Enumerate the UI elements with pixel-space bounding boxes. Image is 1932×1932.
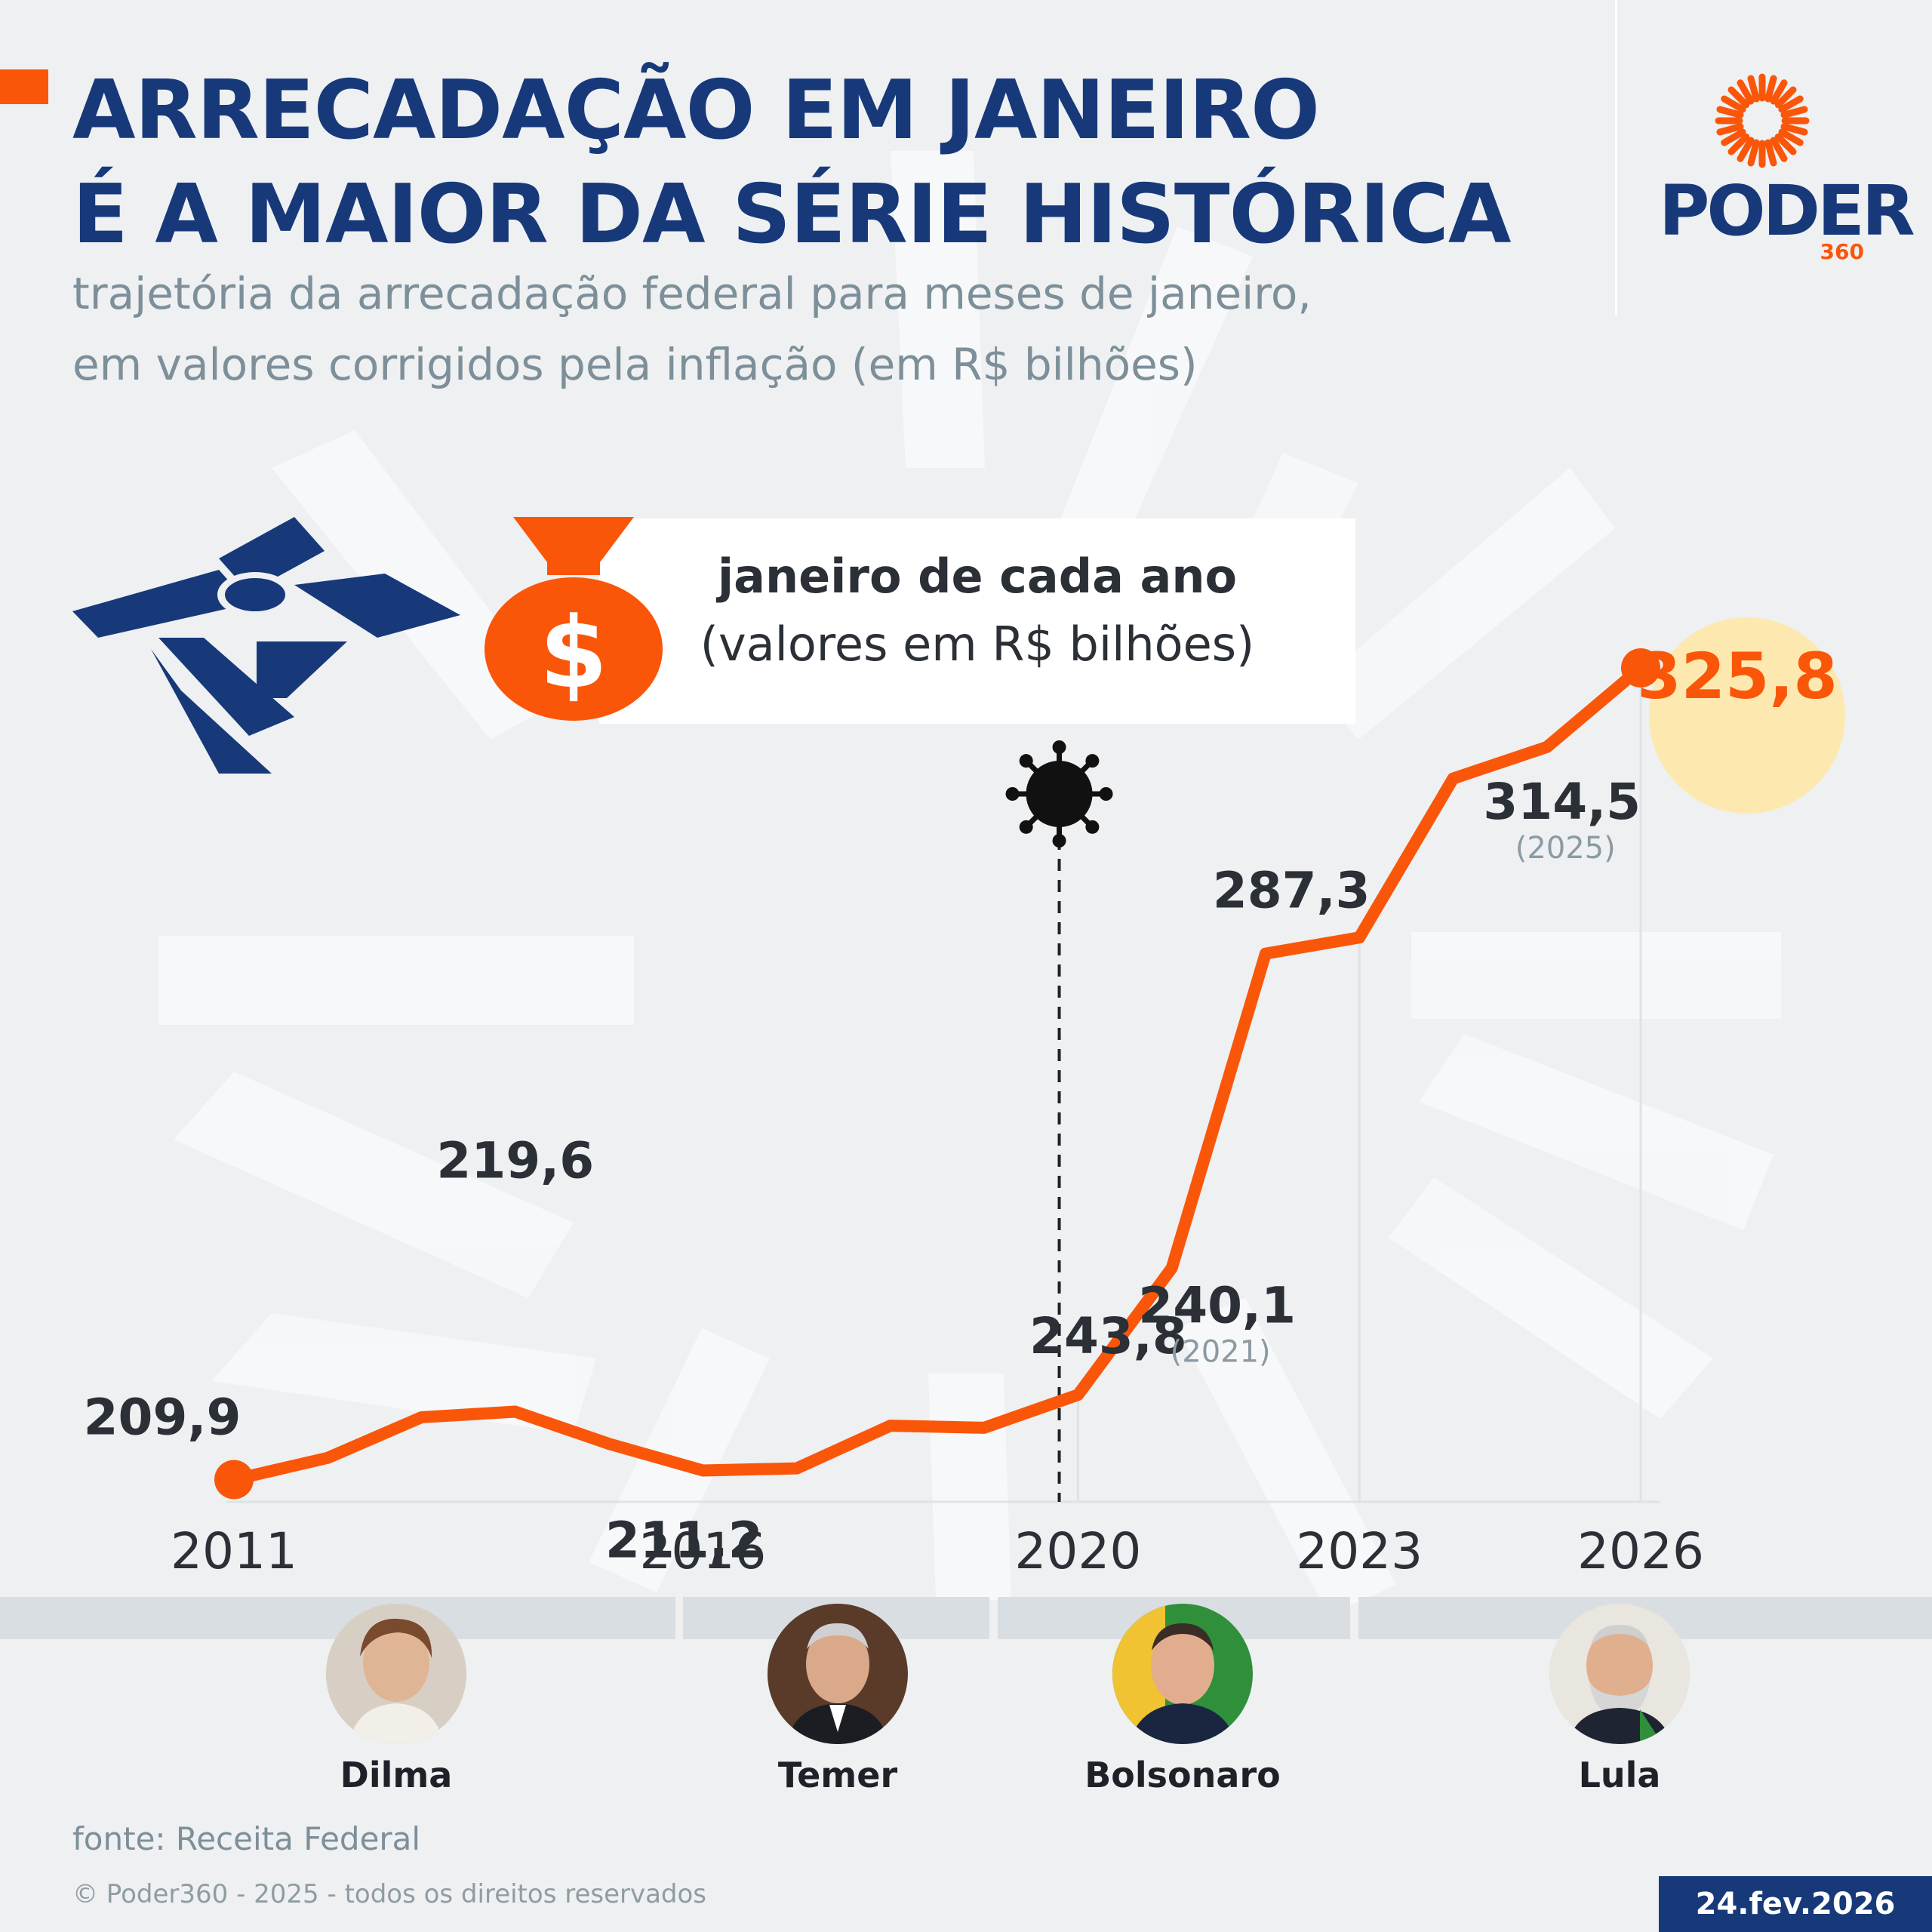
svg-text:$: $ — [540, 595, 608, 710]
virus-spike-tip — [1005, 787, 1020, 801]
x-tick-label: 2026 — [1577, 1522, 1704, 1580]
data-label: 211,2 — [605, 1511, 763, 1569]
president-dilma: Dilma — [298, 1604, 494, 1795]
logo-ray — [1780, 123, 1808, 136]
logo-ray — [1747, 75, 1760, 103]
logo-ray — [1780, 106, 1808, 118]
avatar — [1549, 1604, 1690, 1744]
president-temer: Temer — [740, 1604, 936, 1795]
series-line — [228, 661, 1647, 1486]
president-name: Dilma — [340, 1755, 453, 1795]
data-point — [1621, 648, 1660, 688]
logo-ray — [1764, 75, 1777, 103]
virus-spike-tip — [1019, 820, 1033, 834]
data-label: 243,8 — [1029, 1307, 1187, 1365]
poder360-logo: PODER 360 — [1653, 72, 1915, 268]
avatar — [768, 1604, 908, 1744]
logo-ray — [1716, 106, 1744, 118]
logo-ray — [1727, 86, 1750, 109]
sunburst-logo-icon — [1715, 73, 1810, 168]
logo-ray — [1764, 139, 1777, 167]
avatar — [1112, 1604, 1253, 1744]
president-name: Lula — [1578, 1755, 1661, 1795]
date-badge: 24.fev.2026 — [1659, 1876, 1932, 1932]
logo-number: 360 — [1820, 239, 1864, 264]
data-label: 325,8 — [1637, 639, 1838, 713]
x-tick-label: 2011 — [171, 1522, 297, 1580]
president-bolsonaro: Bolsonaro — [1084, 1604, 1281, 1795]
logo-ray — [1716, 123, 1744, 136]
legend-units: (valores em R$ bilhões) — [700, 617, 1255, 672]
logo-ray — [1721, 95, 1746, 113]
logo-ray — [1770, 79, 1788, 105]
subtitle-line-2: em valores corrigidos pela inflação (em … — [72, 339, 1198, 390]
subtitle-line-1: trajetória da arrecadação federal para m… — [72, 268, 1312, 319]
virus-spike-tip — [1019, 754, 1033, 768]
header-divider — [1615, 0, 1617, 315]
virus-spike-tip — [1052, 740, 1066, 754]
logo-ray — [1774, 86, 1797, 109]
data-label: 209,9 — [84, 1389, 242, 1447]
avatar — [326, 1604, 466, 1744]
title-line-2: É A MAIOR DA SÉRIE HISTÓRICA — [72, 168, 1512, 262]
legend-box: janeiro de cada ano (valores em R$ bilhõ… — [599, 518, 1355, 724]
chart-subtitle: trajetória da arrecadação federal para m… — [72, 258, 1312, 400]
data-label: 240,1 — [1138, 1276, 1296, 1334]
data-label: 219,6 — [436, 1132, 594, 1190]
money-bag-icon: $ — [485, 517, 663, 721]
virus-spike-tip — [1085, 754, 1100, 768]
logo-ray — [1778, 95, 1804, 113]
president-name: Bolsonaro — [1084, 1755, 1281, 1795]
logo-ray — [1778, 128, 1804, 146]
logo-ray — [1727, 133, 1750, 155]
source-note: fonte: Receita Federal — [72, 1820, 421, 1857]
x-tick-label: 2020 — [1014, 1522, 1141, 1580]
virus-spike-tip — [1099, 787, 1113, 801]
logo-ray — [1770, 137, 1788, 162]
logo-wordmark: PODER — [1659, 171, 1915, 251]
data-label-note: (2025) — [1515, 831, 1616, 866]
virus-spike-tip — [1085, 820, 1100, 834]
data-label: 314,5 — [1483, 773, 1641, 831]
president-lula: Lula — [1521, 1604, 1718, 1795]
logo-ray — [1737, 79, 1755, 105]
title-line-1: ARRECADAÇÃO EM JANEIRO — [72, 63, 1320, 158]
x-tick-label: 2016 — [639, 1522, 766, 1580]
receita-federal-logo-icon — [72, 517, 460, 774]
highlight-circle — [1649, 617, 1845, 814]
title-accent-bar — [0, 69, 48, 104]
logo-ray — [1774, 133, 1797, 155]
copyright-note: © Poder360 - 2025 - todos os direitos re… — [72, 1879, 707, 1909]
logo-ray — [1747, 139, 1760, 167]
chart-title: ARRECADAÇÃO EM JANEIRO É A MAIOR DA SÉRI… — [72, 59, 1512, 267]
logo-ray — [1737, 137, 1755, 162]
period-band-dilma — [0, 1597, 675, 1639]
data-label-note: (2021) — [1171, 1334, 1271, 1369]
virus-spike-tip — [1052, 834, 1066, 848]
coronavirus-icon — [1005, 740, 1113, 848]
data-point — [214, 1460, 254, 1500]
x-tick-label: 2023 — [1296, 1522, 1423, 1580]
logo-ray — [1721, 128, 1746, 146]
legend-title: janeiro de cada ano — [717, 549, 1238, 604]
president-name: Temer — [777, 1755, 898, 1795]
virus-body — [1026, 761, 1093, 827]
data-label: 287,3 — [1213, 861, 1371, 919]
